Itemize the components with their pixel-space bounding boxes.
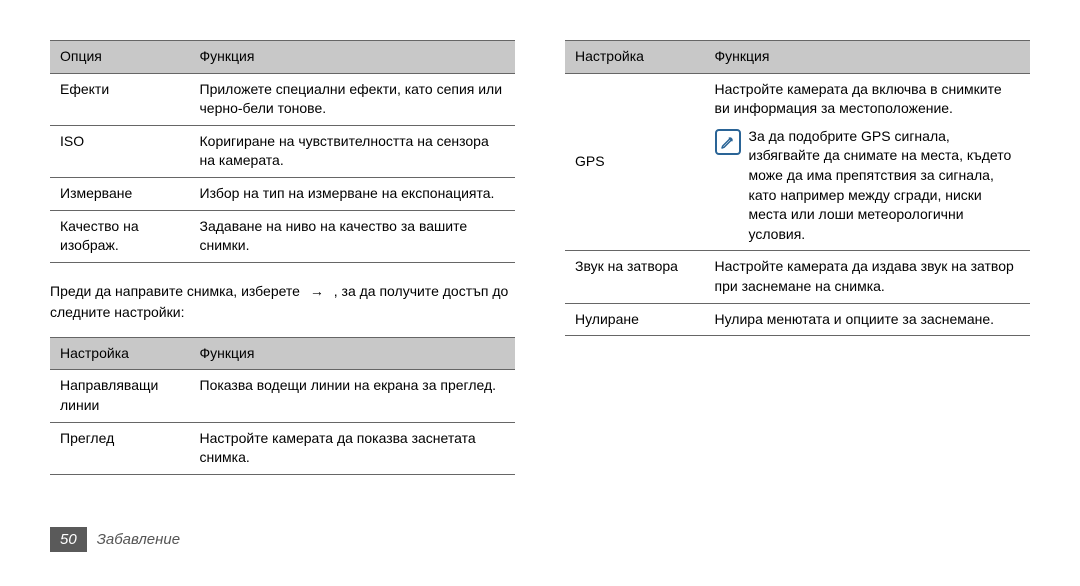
page-number: 50	[50, 527, 87, 552]
option-desc: Приложете специални ефекти, като сепия и…	[190, 73, 516, 125]
settings-table-2: Настройка Функция GPS Настройте камерата…	[565, 40, 1030, 336]
table-row: GPS Настройте камерата да включва в сним…	[565, 73, 1030, 251]
option-desc: Избор на тип на измерване на експонацият…	[190, 177, 516, 210]
option-label: ISO	[50, 125, 190, 177]
option-label: Измерване	[50, 177, 190, 210]
setting-desc-gps: Настройте камерата да включва в снимките…	[705, 73, 1031, 251]
table-header-option: Опция	[50, 41, 190, 74]
gps-main-text: Настройте камерата да включва в снимките…	[715, 80, 1021, 119]
intertext-paragraph: Преди да направите снимка, изберете → , …	[50, 281, 515, 323]
intertext-prefix: Преди да направите снимка, изберете	[50, 283, 300, 299]
gps-note-text: За да подобрите GPS сигнала, избягвайте …	[749, 127, 1021, 245]
table-row: Измерване Избор на тип на измерване на е…	[50, 177, 515, 210]
table-header-setting: Настройка	[50, 337, 190, 370]
options-table-1: Опция Функция Ефекти Приложете специални…	[50, 40, 515, 263]
option-desc: Коригиране на чувствителността на сензор…	[190, 125, 516, 177]
table-header-setting: Настройка	[565, 41, 705, 74]
table-row: Преглед Настройте камерата да показва за…	[50, 422, 515, 474]
page-footer: 50 Забавление	[50, 527, 180, 552]
setting-label: GPS	[565, 73, 705, 251]
option-label: Ефекти	[50, 73, 190, 125]
table-row: ISO Коригиране на чувствителността на се…	[50, 125, 515, 177]
setting-desc: Нулира менютата и опциите за заснемане.	[705, 303, 1031, 336]
table-row: Звук на затвора Настройте камерата да из…	[565, 251, 1030, 303]
arrow-icon: →	[310, 281, 324, 302]
setting-desc: Настройте камерата да издава звук на зат…	[705, 251, 1031, 303]
setting-label: Преглед	[50, 422, 190, 474]
setting-label: Звук на затвора	[565, 251, 705, 303]
table-row: Нулиране Нулира менютата и опциите за за…	[565, 303, 1030, 336]
table-row: Качество на изображ. Задаване на ниво на…	[50, 210, 515, 262]
table-row: Направляващи линии Показва водещи линии …	[50, 370, 515, 422]
setting-label: Направляващи линии	[50, 370, 190, 422]
option-desc: Задаване на ниво на качество за вашите с…	[190, 210, 516, 262]
note-pencil-icon	[715, 129, 741, 155]
table-header-function: Функция	[190, 337, 516, 370]
table-row: Ефекти Приложете специални ефекти, като …	[50, 73, 515, 125]
option-label: Качество на изображ.	[50, 210, 190, 262]
setting-desc: Показва водещи линии на екрана за прегле…	[190, 370, 516, 422]
left-column: Опция Функция Ефекти Приложете специални…	[50, 40, 515, 493]
table-header-function: Функция	[190, 41, 516, 74]
setting-label: Нулиране	[565, 303, 705, 336]
setting-desc: Настройте камерата да показва заснетата …	[190, 422, 516, 474]
settings-table-1: Настройка Функция Направляващи линии Пок…	[50, 337, 515, 475]
table-header-function: Функция	[705, 41, 1031, 74]
right-column: Настройка Функция GPS Настройте камерата…	[565, 40, 1030, 493]
footer-title: Забавление	[97, 531, 180, 548]
